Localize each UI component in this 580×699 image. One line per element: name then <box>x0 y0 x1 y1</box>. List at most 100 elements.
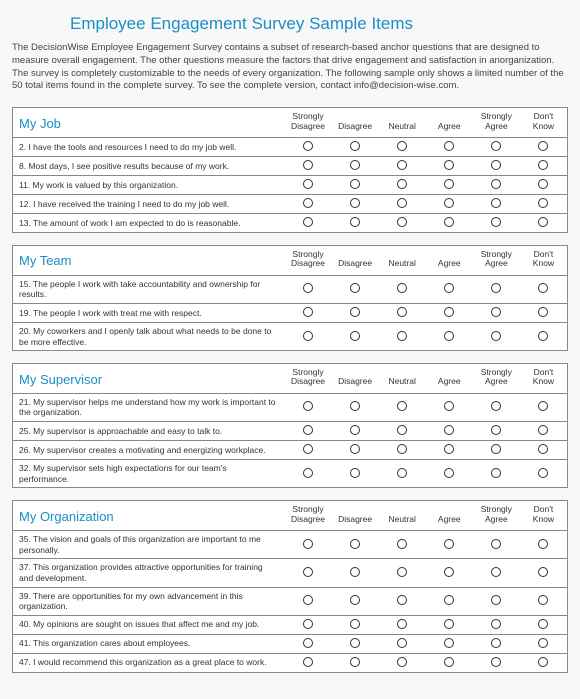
radio-option[interactable] <box>397 539 407 549</box>
radio-option[interactable] <box>397 619 407 629</box>
radio-option[interactable] <box>397 657 407 667</box>
radio-option[interactable] <box>538 539 548 549</box>
radio-option[interactable] <box>538 444 548 454</box>
radio-option[interactable] <box>491 657 501 667</box>
radio-option[interactable] <box>350 567 360 577</box>
radio-option[interactable] <box>444 179 454 189</box>
radio-option[interactable] <box>538 657 548 667</box>
radio-option[interactable] <box>303 283 313 293</box>
radio-option[interactable] <box>397 595 407 605</box>
radio-option[interactable] <box>444 141 454 151</box>
radio-option[interactable] <box>538 160 548 170</box>
radio-option[interactable] <box>491 283 501 293</box>
radio-option[interactable] <box>303 401 313 411</box>
radio-option[interactable] <box>303 160 313 170</box>
radio-option[interactable] <box>444 331 454 341</box>
radio-option[interactable] <box>491 567 501 577</box>
radio-option[interactable] <box>444 638 454 648</box>
radio-option[interactable] <box>538 425 548 435</box>
radio-option[interactable] <box>444 198 454 208</box>
radio-option[interactable] <box>350 619 360 629</box>
radio-option[interactable] <box>491 444 501 454</box>
radio-option[interactable] <box>491 638 501 648</box>
radio-option[interactable] <box>350 595 360 605</box>
radio-option[interactable] <box>303 567 313 577</box>
radio-option[interactable] <box>303 331 313 341</box>
radio-option[interactable] <box>350 179 360 189</box>
radio-option[interactable] <box>538 307 548 317</box>
radio-option[interactable] <box>397 444 407 454</box>
radio-option[interactable] <box>491 401 501 411</box>
radio-option[interactable] <box>350 657 360 667</box>
radio-option[interactable] <box>538 595 548 605</box>
radio-option[interactable] <box>397 331 407 341</box>
radio-option[interactable] <box>444 217 454 227</box>
radio-option[interactable] <box>350 539 360 549</box>
radio-option[interactable] <box>303 638 313 648</box>
radio-option[interactable] <box>350 401 360 411</box>
radio-option[interactable] <box>397 468 407 478</box>
radio-option[interactable] <box>491 198 501 208</box>
radio-option[interactable] <box>444 307 454 317</box>
radio-option[interactable] <box>444 160 454 170</box>
radio-option[interactable] <box>397 217 407 227</box>
radio-option[interactable] <box>444 283 454 293</box>
radio-option[interactable] <box>350 425 360 435</box>
radio-option[interactable] <box>397 198 407 208</box>
radio-option[interactable] <box>538 638 548 648</box>
radio-option[interactable] <box>491 179 501 189</box>
radio-option[interactable] <box>303 444 313 454</box>
radio-option[interactable] <box>303 468 313 478</box>
radio-option[interactable] <box>491 331 501 341</box>
radio-option[interactable] <box>350 307 360 317</box>
radio-option[interactable] <box>397 425 407 435</box>
radio-option[interactable] <box>491 595 501 605</box>
radio-option[interactable] <box>350 283 360 293</box>
radio-option[interactable] <box>350 217 360 227</box>
radio-option[interactable] <box>350 468 360 478</box>
radio-option[interactable] <box>444 595 454 605</box>
radio-option[interactable] <box>538 619 548 629</box>
radio-option[interactable] <box>397 179 407 189</box>
radio-option[interactable] <box>303 198 313 208</box>
radio-option[interactable] <box>538 567 548 577</box>
radio-option[interactable] <box>303 619 313 629</box>
radio-option[interactable] <box>491 217 501 227</box>
radio-option[interactable] <box>491 619 501 629</box>
radio-option[interactable] <box>444 468 454 478</box>
radio-option[interactable] <box>397 160 407 170</box>
radio-option[interactable] <box>491 141 501 151</box>
radio-option[interactable] <box>491 425 501 435</box>
radio-option[interactable] <box>491 307 501 317</box>
radio-option[interactable] <box>397 307 407 317</box>
radio-option[interactable] <box>538 141 548 151</box>
radio-option[interactable] <box>444 401 454 411</box>
radio-option[interactable] <box>350 444 360 454</box>
radio-option[interactable] <box>303 595 313 605</box>
radio-option[interactable] <box>350 160 360 170</box>
radio-option[interactable] <box>444 444 454 454</box>
radio-option[interactable] <box>303 217 313 227</box>
radio-option[interactable] <box>350 638 360 648</box>
radio-option[interactable] <box>397 283 407 293</box>
radio-option[interactable] <box>397 141 407 151</box>
radio-option[interactable] <box>444 425 454 435</box>
radio-option[interactable] <box>538 217 548 227</box>
radio-option[interactable] <box>303 539 313 549</box>
radio-option[interactable] <box>538 401 548 411</box>
radio-option[interactable] <box>397 401 407 411</box>
radio-option[interactable] <box>350 331 360 341</box>
radio-option[interactable] <box>303 307 313 317</box>
radio-option[interactable] <box>397 567 407 577</box>
radio-option[interactable] <box>444 567 454 577</box>
radio-option[interactable] <box>444 657 454 667</box>
radio-option[interactable] <box>303 657 313 667</box>
radio-option[interactable] <box>444 539 454 549</box>
radio-option[interactable] <box>491 468 501 478</box>
radio-option[interactable] <box>491 539 501 549</box>
radio-option[interactable] <box>350 141 360 151</box>
radio-option[interactable] <box>538 331 548 341</box>
radio-option[interactable] <box>397 638 407 648</box>
radio-option[interactable] <box>303 425 313 435</box>
radio-option[interactable] <box>350 198 360 208</box>
